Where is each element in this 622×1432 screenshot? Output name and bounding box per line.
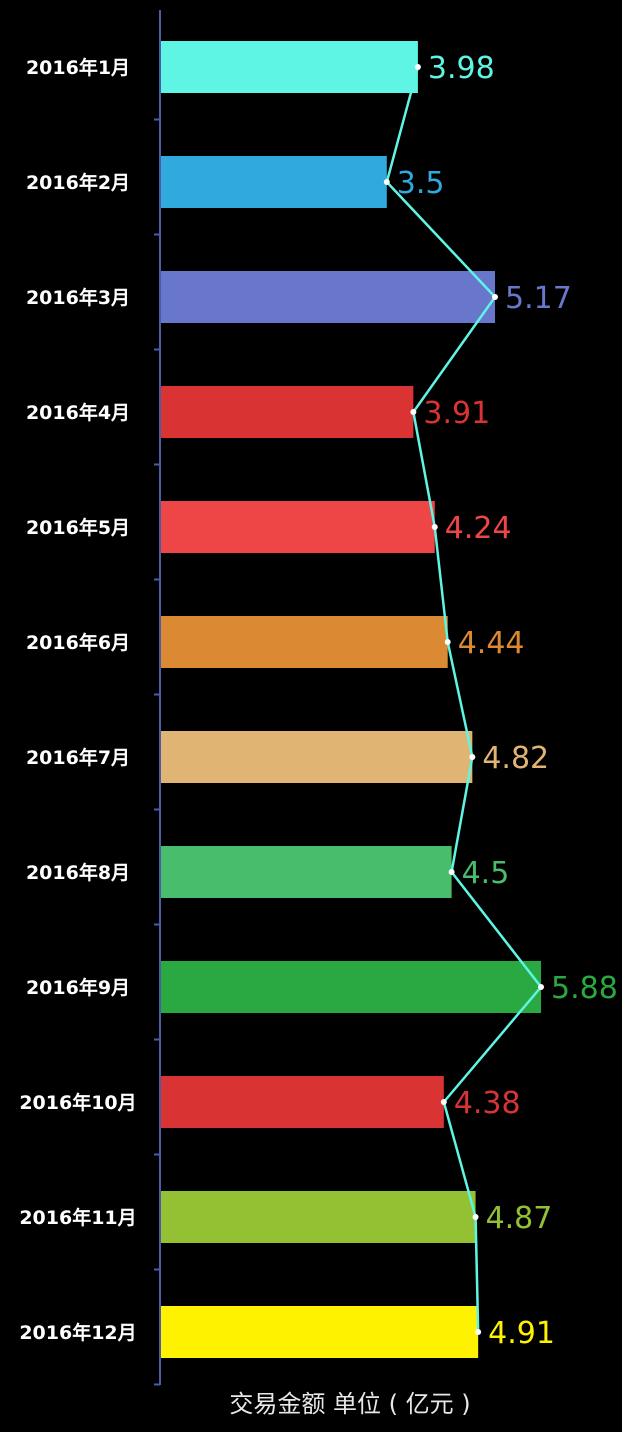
bar-7 <box>160 731 473 783</box>
trend-point-1 <box>414 64 421 70</box>
trend-point-9 <box>538 984 545 990</box>
trend-point-4 <box>410 409 417 415</box>
labels-layer: 2016年1月 3.98 2016年2月 3.5 2016年3月 5.17 2016年4月 3… <box>19 51 617 1351</box>
axis-layer <box>154 10 161 1386</box>
bar-1 <box>160 41 418 93</box>
bar-2 <box>160 156 387 208</box>
value-label-12: 4.91 <box>488 1316 555 1351</box>
bar-3 <box>160 271 496 323</box>
value-label-6: 4.44 <box>458 626 525 661</box>
value-label-10: 4.38 <box>454 1086 521 1121</box>
bar-11 <box>160 1191 476 1243</box>
bar-10 <box>160 1076 444 1128</box>
trend-point-8 <box>448 869 455 875</box>
bar-4 <box>160 386 414 438</box>
category-label-7: 2016年7月 <box>26 746 130 769</box>
bar-8 <box>160 846 452 898</box>
value-label-11: 4.87 <box>486 1201 553 1236</box>
category-label-10: 2016年10月 <box>19 1091 136 1114</box>
trend-line-layer <box>383 64 545 1335</box>
trend-point-2 <box>383 179 390 185</box>
trend-point-5 <box>431 524 438 530</box>
value-label-2: 3.5 <box>397 166 445 201</box>
category-label-6: 2016年6月 <box>26 631 130 654</box>
bar-9 <box>160 961 542 1013</box>
trend-point-11 <box>472 1214 479 1220</box>
bars-layer <box>160 41 542 1358</box>
value-label-9: 5.88 <box>551 971 618 1006</box>
category-label-5: 2016年5月 <box>26 516 130 539</box>
trend-point-6 <box>444 639 451 645</box>
bar-5 <box>160 501 435 553</box>
category-label-9: 2016年9月 <box>26 976 130 999</box>
trend-line <box>385 66 543 1333</box>
value-label-3: 5.17 <box>505 281 572 316</box>
category-label-4: 2016年4月 <box>26 401 130 424</box>
value-label-4: 3.91 <box>423 396 490 431</box>
category-label-1: 2016年1月 <box>26 56 130 79</box>
value-label-7: 4.82 <box>482 741 549 776</box>
bar-12 <box>160 1306 479 1358</box>
trend-point-7 <box>469 754 476 760</box>
category-label-11: 2016年11月 <box>19 1206 136 1229</box>
chart-footer-label: 交易金额 单位 ( 亿元 ) <box>229 1390 470 1418</box>
category-label-8: 2016年8月 <box>26 861 130 884</box>
trend-point-10 <box>440 1099 447 1105</box>
value-label-5: 4.24 <box>445 511 512 546</box>
trend-point-3 <box>492 294 499 300</box>
category-label-12: 2016年12月 <box>19 1321 136 1344</box>
trend-point-12 <box>475 1329 482 1335</box>
bar-6 <box>160 616 448 668</box>
value-label-8: 4.5 <box>462 856 510 891</box>
category-label-3: 2016年3月 <box>26 286 130 309</box>
value-label-1: 3.98 <box>428 51 495 86</box>
category-label-2: 2016年2月 <box>26 171 130 194</box>
